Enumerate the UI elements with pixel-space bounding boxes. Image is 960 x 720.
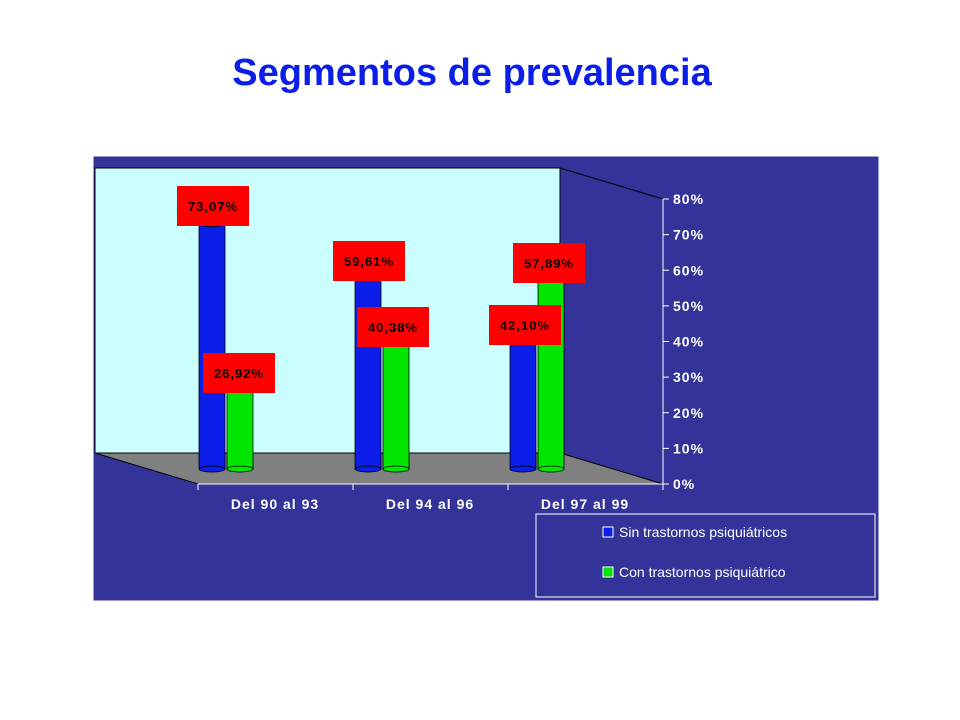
data-label-text: 40,38% [368,320,418,335]
y-tick-label: 30% [673,369,704,385]
data-label-text: 26,92% [214,366,264,381]
bar [226,384,254,473]
legend-label: Con trastornos psiquiátrico [619,564,786,580]
legend-entry: Con trastornos psiquiátrico [602,564,786,580]
side-wall [559,167,664,485]
y-tick-label: 40% [673,334,704,350]
y-tick-label: 10% [673,440,704,456]
y-tick-label: 50% [673,298,704,314]
bar [354,268,382,473]
data-label: 26,92% [203,353,275,393]
legend-entry: Sin trastornos psiquiátricos [602,524,787,540]
category-label: Del 97 al 99 [541,496,629,512]
y-tick-label: 70% [673,227,704,243]
bar [198,220,226,473]
legend: Sin trastornos psiquiátricos Con trastorn… [535,513,876,598]
y-axis: 0% 10% 20% 30% 40% 50% 60% 70% 80% [662,191,704,492]
legend-box [535,513,876,598]
bar [382,336,410,473]
data-labels: 73,07% 59,61% 42,10% 26,92% 40,38% 57,89% [177,186,585,393]
bar-chart: 0%10%20%30%40%50%60%70%80% Del 90 al 93 D… [92,155,880,602]
category-label: Del 90 al 93 [231,496,319,512]
x-axis: Del 90 al 93 Del 94 al 96 Del 97 al 99 [197,483,664,512]
data-label: 73,07% [177,186,249,226]
data-label-text: 57,89% [524,256,574,271]
data-label: 57,89% [513,243,585,283]
y-tick-label: 0% [673,476,695,492]
bar [509,330,537,473]
data-label: 40,38% [357,307,429,347]
y-tick-label: 80% [673,191,704,207]
y-tick-label: 60% [673,262,704,278]
legend-swatch [602,566,614,578]
chart-area: 0% 10% 20% 30% 40% 50% 60% 70% 80% Del 90 al 93 D… [92,155,880,602]
chart-title: Segmentos de prevalencia [232,52,712,94]
legend-label: Sin trastornos psiquiátricos [619,524,787,540]
bar [537,274,565,473]
y-tick-label: 20% [673,405,704,421]
data-label-text: 59,61% [344,254,394,269]
legend-swatch [602,526,614,538]
bars-group [198,220,565,473]
data-label-text: 42,10% [500,318,550,333]
data-label: 59,61% [333,241,405,281]
data-label: 42,10% [489,305,561,345]
data-label-text: 73,07% [188,199,238,214]
category-label: Del 94 al 96 [386,496,474,512]
